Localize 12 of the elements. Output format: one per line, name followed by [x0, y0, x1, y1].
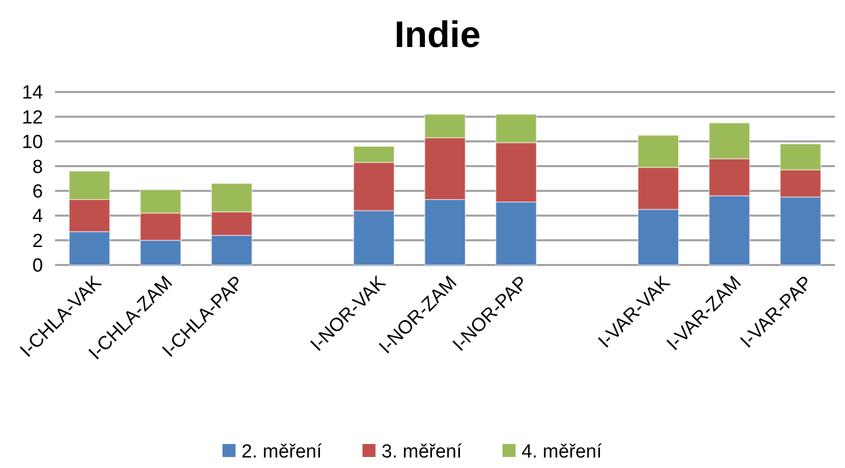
y-tick-label: 2 — [32, 230, 43, 252]
y-tick-label: 4 — [32, 206, 44, 228]
chart-title: Indie — [394, 14, 481, 55]
y-tick-label: 10 — [22, 132, 43, 154]
y-tick-label: 0 — [32, 256, 43, 277]
legend-label: 3. měření — [382, 442, 462, 463]
y-tick-label: 8 — [32, 156, 43, 178]
legend-label: 4. měření — [522, 442, 602, 463]
y-tick-label: 12 — [22, 107, 43, 128]
y-tick-label: 6 — [32, 182, 43, 203]
legend-label: 2. měření — [242, 442, 322, 463]
y-tick-label: 14 — [22, 82, 44, 104]
